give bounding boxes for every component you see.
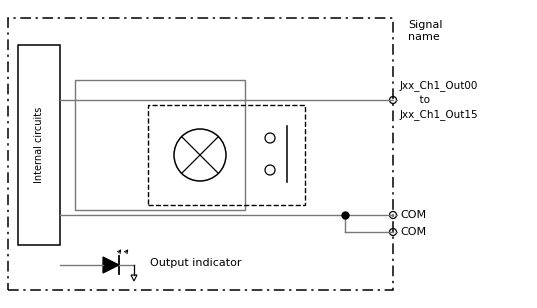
Bar (148, 105, 305, 205)
Bar (8, 18, 393, 290)
Text: Signal
name: Signal name (408, 20, 442, 42)
Text: COM: COM (400, 210, 426, 220)
Text: Jxx_Ch1_Out00
      to
Jxx_Ch1_Out15: Jxx_Ch1_Out00 to Jxx_Ch1_Out15 (400, 80, 478, 120)
Text: Output indicator: Output indicator (150, 258, 242, 268)
Text: Internal circuits: Internal circuits (34, 107, 44, 183)
Bar (75, 80, 245, 210)
Text: COM: COM (400, 227, 426, 237)
Bar (18, 45, 60, 245)
Polygon shape (103, 257, 119, 273)
